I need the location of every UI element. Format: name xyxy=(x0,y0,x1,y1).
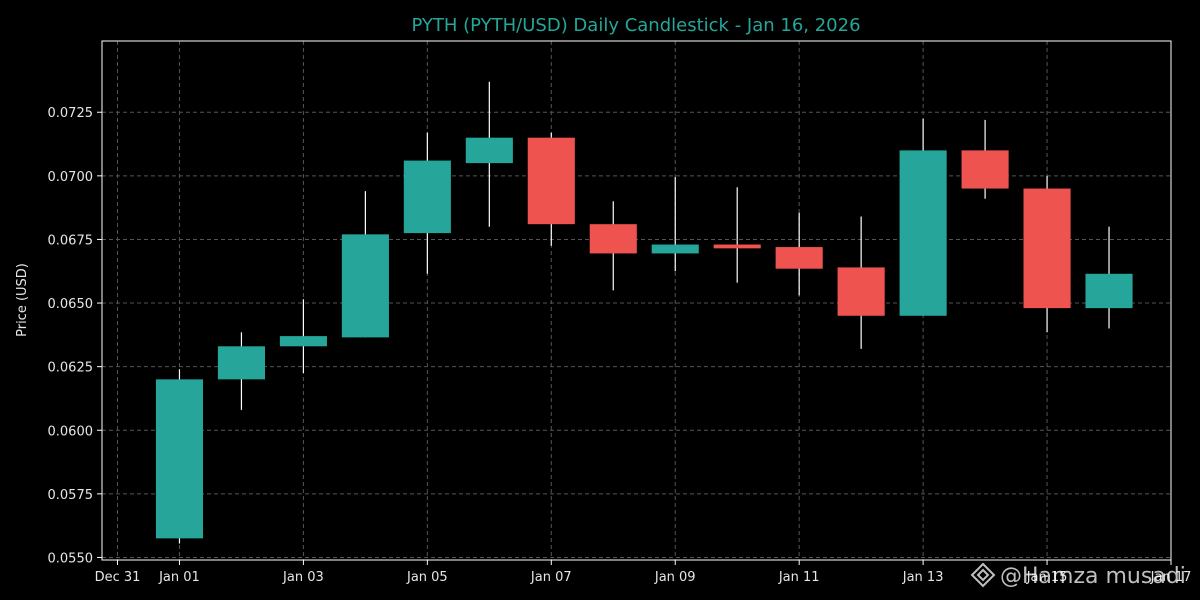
x-axis: Dec 31 Jan 01 Jan 03 Jan 05 Jan 07 Jan 09 Jan … xyxy=(95,560,1192,585)
candle-body-down xyxy=(961,150,1009,189)
candle xyxy=(155,369,204,544)
chart-title: PYTH (PYTH/USD) Daily Candlestick - Jan … xyxy=(411,15,860,36)
y-tick-label: 0.0650 xyxy=(48,297,94,312)
candle-body-up xyxy=(465,137,513,164)
candle-body-up xyxy=(899,150,947,316)
candle xyxy=(961,119,1009,199)
candle-body-up xyxy=(1085,273,1133,309)
y-tick-label: 0.0625 xyxy=(48,361,94,376)
candle-body-up xyxy=(155,379,204,539)
x-tick-label: Jan 11 xyxy=(778,570,820,585)
candle-body-up xyxy=(279,336,327,347)
x-tick-label: Dec 31 xyxy=(95,570,141,585)
x-tick-label: Jan 05 xyxy=(406,570,448,585)
x-tick-label: Jan 07 xyxy=(530,570,572,585)
candle xyxy=(217,332,265,410)
candle xyxy=(527,132,575,246)
watermark: @Hamza musadi xyxy=(970,562,1186,589)
candle xyxy=(775,212,823,296)
candle xyxy=(651,177,699,272)
x-tick-label: Jan 09 xyxy=(654,570,696,585)
candle xyxy=(1023,175,1071,333)
candle xyxy=(899,118,947,316)
candle-body-up xyxy=(341,234,389,338)
candle xyxy=(713,187,761,283)
candle-body-up xyxy=(217,346,265,380)
candle-body-down xyxy=(775,247,823,269)
candle-body-up xyxy=(651,244,699,254)
y-tick-label: 0.0575 xyxy=(48,488,94,503)
x-tick-label: Jan 13 xyxy=(902,570,944,585)
candle xyxy=(589,201,637,291)
candle xyxy=(279,299,327,374)
x-tick-label: Jan 01 xyxy=(158,570,200,585)
candle-body-down xyxy=(837,267,885,316)
binance-diamond-icon xyxy=(970,562,996,588)
candle xyxy=(837,216,885,349)
candle-body-down xyxy=(589,224,637,254)
y-axis: 0.0550 0.0575 0.0600 0.0625 0.0650 0.0675 0.07… xyxy=(48,106,102,566)
candle-body-down xyxy=(527,137,575,225)
candle-body-up xyxy=(403,160,451,234)
y-tick-label: 0.0700 xyxy=(48,170,94,185)
candle-body-down xyxy=(1023,188,1071,309)
y-tick-label: 0.0550 xyxy=(48,551,94,566)
y-axis-label: Price (USD) xyxy=(15,263,30,337)
candle-body-down xyxy=(713,244,761,249)
y-tick-label: 0.0600 xyxy=(48,424,94,439)
plot-frame xyxy=(101,40,1172,561)
candle xyxy=(465,81,513,227)
y-tick-label: 0.0675 xyxy=(48,233,94,248)
candles xyxy=(155,81,1133,544)
candle xyxy=(341,191,389,338)
watermark-text: @Hamza musadi xyxy=(1000,564,1186,589)
x-tick-label: Jan 17 xyxy=(1150,570,1192,585)
x-tick-label: Jan 03 xyxy=(282,570,324,585)
y-tick-label: 0.0725 xyxy=(48,106,94,121)
candle xyxy=(1085,226,1133,329)
x-tick-label: Jan 15 xyxy=(1026,570,1068,585)
candle xyxy=(403,132,451,274)
